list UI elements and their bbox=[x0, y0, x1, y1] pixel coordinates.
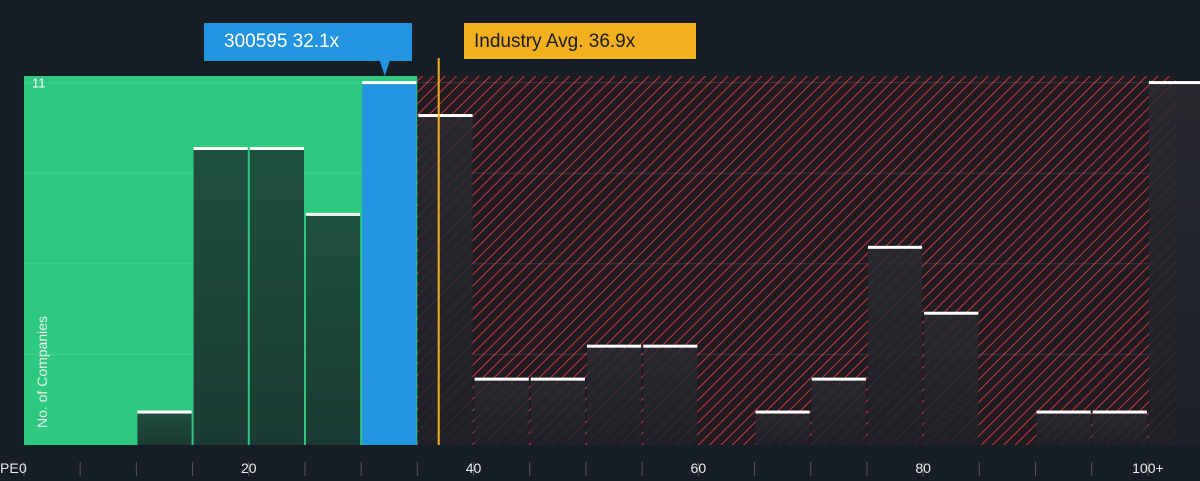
industry-average-callout: Industry Avg. 36.9x bbox=[474, 31, 636, 52]
x-tick-label: 100+ bbox=[1132, 460, 1164, 476]
histogram-bar bbox=[867, 247, 923, 445]
histogram-bar bbox=[755, 412, 810, 445]
bar-cap bbox=[867, 245, 923, 249]
bar-cap bbox=[586, 344, 642, 348]
bar-cap bbox=[305, 212, 361, 216]
y-tick-label: 11 bbox=[32, 76, 46, 91]
x-tick-label: 20 bbox=[241, 460, 257, 476]
histogram-bar bbox=[249, 148, 304, 445]
bar-cap bbox=[474, 377, 529, 381]
histogram-bar bbox=[586, 346, 642, 445]
bar-cap bbox=[755, 410, 810, 414]
histogram-bar bbox=[1036, 412, 1091, 445]
bar-cap bbox=[1148, 81, 1200, 85]
bar-cap bbox=[643, 344, 698, 348]
histogram-bar bbox=[305, 214, 361, 445]
histogram-bar bbox=[1092, 412, 1147, 445]
company-callout-pointer bbox=[379, 61, 390, 76]
histogram-bar bbox=[137, 412, 192, 445]
histogram-bar bbox=[362, 82, 417, 445]
x-tick-label: 80 bbox=[915, 460, 931, 476]
bar-cap bbox=[924, 311, 979, 315]
bar-cap bbox=[137, 410, 192, 414]
x-tick-label: 40 bbox=[466, 460, 482, 476]
histogram-bar bbox=[643, 346, 698, 445]
x-tick-label: 60 bbox=[691, 460, 707, 476]
histogram-bar bbox=[193, 148, 248, 445]
bar-cap bbox=[530, 377, 585, 381]
bar-cap bbox=[193, 146, 248, 150]
industry-callout-box bbox=[464, 23, 696, 59]
x-axis-label: PE bbox=[0, 460, 19, 476]
company-pe-callout: 300595 32.1x bbox=[224, 31, 340, 52]
histogram-bar bbox=[418, 115, 473, 446]
histogram-bar bbox=[811, 379, 866, 445]
histogram-bar bbox=[530, 379, 585, 445]
bar-cap bbox=[418, 114, 473, 118]
histogram-bar bbox=[1148, 82, 1200, 445]
bar-cap bbox=[249, 146, 304, 150]
bar-cap bbox=[811, 377, 866, 381]
bar-cap bbox=[362, 81, 417, 85]
bar-cap bbox=[1092, 410, 1147, 414]
histogram-bar bbox=[924, 313, 979, 445]
y-axis-label: No. of Companies bbox=[34, 315, 50, 429]
company-callout-box bbox=[204, 23, 412, 61]
bar-cap bbox=[1036, 410, 1091, 414]
histogram-bar bbox=[474, 379, 529, 445]
x-tick-label: 0 bbox=[19, 460, 27, 476]
